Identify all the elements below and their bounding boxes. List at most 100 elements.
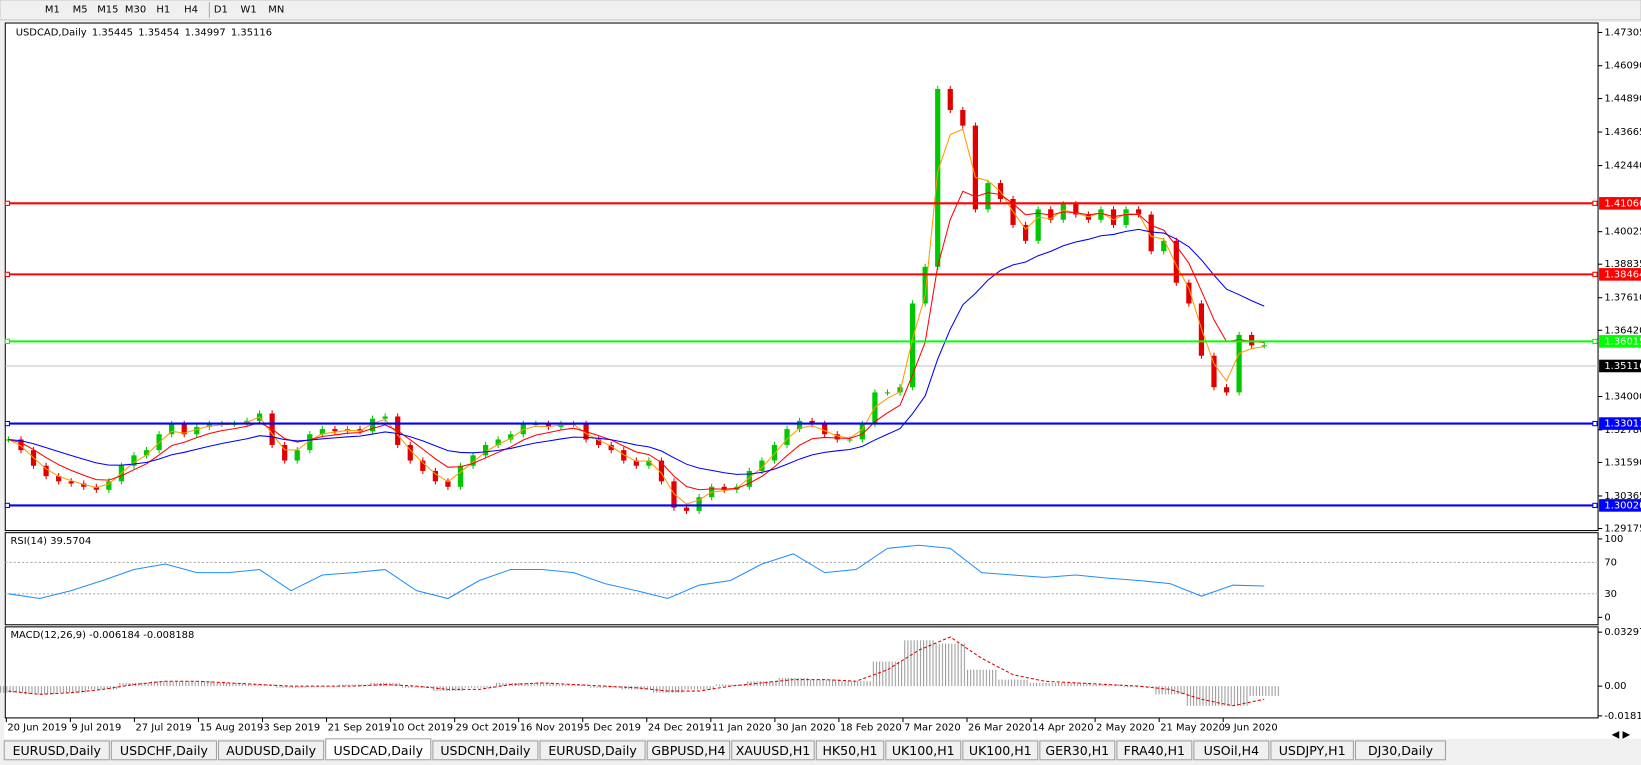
tab-label[interactable]: USDCNH,Daily bbox=[440, 743, 531, 758]
tab[interactable] bbox=[1039, 740, 1116, 761]
date-label: 9 Jun 2020 bbox=[1224, 722, 1277, 733]
candle-body bbox=[859, 423, 865, 440]
tab[interactable] bbox=[432, 740, 539, 761]
candle-body bbox=[1136, 209, 1142, 215]
timeframe-button[interactable]: W1 bbox=[241, 4, 257, 15]
timeframe-button[interactable]: M5 bbox=[73, 4, 88, 15]
level-price-box bbox=[1599, 197, 1641, 210]
date-label: 29 Oct 2019 bbox=[456, 722, 517, 733]
tab-label[interactable]: AUDUSD,Daily bbox=[226, 743, 317, 758]
date-label: 7 Mar 2020 bbox=[904, 722, 961, 733]
tab-label[interactable]: UK100,H1 bbox=[892, 743, 955, 758]
candle-body bbox=[169, 423, 175, 435]
candle-body bbox=[1048, 209, 1054, 220]
candle-body bbox=[1211, 355, 1217, 388]
candle-body bbox=[68, 481, 74, 484]
tab[interactable] bbox=[539, 740, 646, 761]
date-label: 27 Jul 2019 bbox=[135, 722, 191, 733]
tab-label[interactable]: USDCHF,Daily bbox=[120, 743, 209, 758]
timeframe-button[interactable]: M15 bbox=[97, 4, 118, 15]
timeframe-button[interactable]: H1 bbox=[156, 4, 170, 15]
timeframe-button[interactable]: M1 bbox=[45, 4, 60, 15]
timeframe-button[interactable]: MN bbox=[268, 4, 284, 15]
level-price-box bbox=[1599, 499, 1641, 512]
macd-histogram-bar bbox=[903, 640, 935, 687]
ohlc-value: 1.34997 bbox=[185, 27, 226, 38]
tab-label[interactable]: UK100,H1 bbox=[969, 743, 1032, 758]
tab-label[interactable]: USDCAD,Daily bbox=[333, 743, 423, 758]
tab[interactable] bbox=[646, 740, 731, 761]
tab-label[interactable]: EURUSD,Daily bbox=[13, 743, 102, 758]
tab-scroll[interactable]: ◀ ▶ bbox=[1612, 730, 1631, 741]
timeframe-button[interactable]: M30 bbox=[125, 4, 146, 15]
tab[interactable] bbox=[1116, 740, 1193, 761]
candle-body bbox=[369, 418, 376, 432]
candle-body bbox=[796, 420, 803, 430]
tab-label[interactable]: HK50,H1 bbox=[822, 743, 877, 758]
tab[interactable] bbox=[110, 740, 217, 761]
candle-body bbox=[18, 439, 24, 451]
tab-label[interactable]: EURUSD,Daily bbox=[548, 743, 637, 758]
macd-histogram-bar bbox=[808, 679, 841, 687]
macd-histogram-bar bbox=[1217, 686, 1249, 706]
macd-histogram-bar bbox=[1248, 686, 1280, 696]
level-price-label: 1.36015 bbox=[1604, 336, 1641, 347]
macd-histogram-bar bbox=[1122, 686, 1155, 688]
candle-body bbox=[545, 423, 552, 427]
candle-body bbox=[382, 416, 388, 419]
candle-body bbox=[608, 444, 614, 451]
date-label: 5 Dec 2019 bbox=[584, 722, 641, 733]
tab-label[interactable]: FRA40,H1 bbox=[1124, 743, 1185, 758]
tab-label[interactable]: GER30,H1 bbox=[1045, 743, 1109, 758]
tab-label[interactable]: USDJPY,H1 bbox=[1279, 743, 1346, 758]
timeframe-button[interactable]: D1 bbox=[214, 4, 228, 15]
rsi-panel bbox=[4, 532, 1599, 626]
rsi-tick-label: 100 bbox=[1604, 534, 1623, 545]
macd-tick-label: -0.018154 bbox=[1604, 711, 1641, 722]
level-price-label: 1.30020 bbox=[1604, 500, 1641, 511]
level-price-box bbox=[1599, 268, 1641, 281]
date-label: 21 Sep 2019 bbox=[328, 722, 391, 733]
candle-body bbox=[1249, 334, 1255, 346]
tab-label[interactable]: GBPUSD,H4 bbox=[651, 743, 725, 758]
candle-body bbox=[407, 444, 413, 461]
level-price-label: 1.38464 bbox=[1604, 269, 1641, 280]
candle-body bbox=[960, 110, 966, 126]
tab-label[interactable]: XAUUSD,H1 bbox=[736, 743, 811, 758]
candle-body bbox=[1035, 209, 1041, 241]
level-anchor bbox=[1592, 200, 1598, 206]
macd-histogram-bar bbox=[526, 682, 558, 687]
tab[interactable] bbox=[962, 740, 1039, 761]
tab[interactable] bbox=[815, 740, 885, 761]
candle-body bbox=[81, 483, 87, 487]
tab-label[interactable]: DJ30,Daily bbox=[1368, 743, 1434, 758]
macd-histogram-bar bbox=[1185, 686, 1218, 706]
candle-body bbox=[470, 455, 476, 466]
candle-body bbox=[1223, 387, 1230, 393]
tab[interactable] bbox=[1270, 740, 1354, 761]
candle-body bbox=[1186, 282, 1192, 304]
rsi-tick-label: 70 bbox=[1604, 557, 1617, 568]
price-label: 1.31590 bbox=[1604, 457, 1641, 468]
candle-body bbox=[319, 429, 325, 435]
candle-body bbox=[357, 429, 363, 432]
tab[interactable] bbox=[731, 740, 815, 761]
candle-body bbox=[93, 486, 99, 490]
date-label: 18 Feb 2020 bbox=[840, 722, 902, 733]
tab[interactable] bbox=[3, 740, 110, 761]
date-label: 21 May 2020 bbox=[1160, 722, 1225, 733]
active-tab[interactable] bbox=[325, 738, 432, 761]
macd-histogram-bar bbox=[0, 686, 25, 693]
macd-histogram-bar bbox=[934, 643, 966, 687]
tab-label[interactable]: USOil,H4 bbox=[1204, 743, 1259, 758]
candle-body bbox=[1236, 334, 1242, 393]
date-label: 14 Apr 2020 bbox=[1032, 722, 1093, 733]
tab[interactable] bbox=[1354, 740, 1446, 761]
candle-body bbox=[1023, 224, 1029, 241]
timeframe-button[interactable]: H4 bbox=[184, 4, 198, 15]
tab[interactable] bbox=[1193, 740, 1270, 761]
tab[interactable] bbox=[885, 740, 962, 761]
date-label: 3 Sep 2019 bbox=[264, 722, 321, 733]
tab[interactable] bbox=[218, 740, 325, 761]
